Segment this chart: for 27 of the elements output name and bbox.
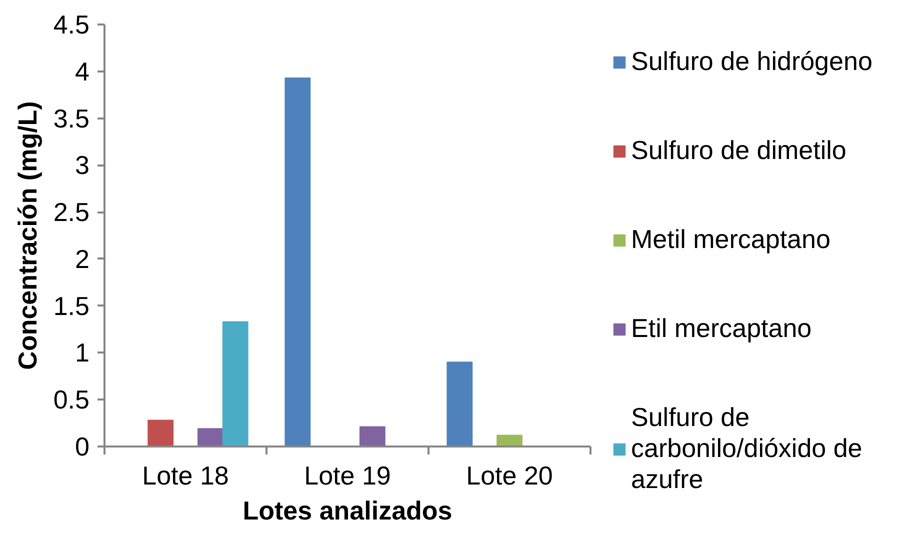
y-tick-label: 0.5	[53, 384, 90, 415]
bar	[359, 426, 386, 446]
y-tick-label: 0	[75, 432, 90, 462]
x-tick-label: Lote 20	[466, 460, 553, 490]
legend-label: Sulfuro de hidrógeno	[631, 46, 872, 77]
bar	[446, 362, 473, 446]
bar	[496, 434, 522, 446]
y-tick-label: 1	[75, 338, 90, 368]
bar	[148, 420, 174, 446]
x-tick-label: Lote 19	[304, 460, 391, 490]
y-tick-label: 3.5	[53, 103, 90, 134]
y-axis-title: Concentración (mg/L)	[12, 101, 42, 370]
bar	[197, 428, 224, 446]
legend-label: Sulfuro de carbonilo/dióxido de azufre	[631, 402, 862, 495]
y-tick-label: 2	[75, 244, 90, 274]
y-tick-label: 3	[75, 150, 90, 180]
bar	[222, 321, 248, 446]
x-axis-title: Lotes analizados	[242, 496, 452, 526]
y-tick-label: 4	[75, 56, 90, 86]
legend-label: Etil mercaptano	[631, 313, 812, 344]
legend-label: Sulfuro de dimetilo	[631, 135, 846, 166]
legend-label: Metil mercaptano	[631, 224, 830, 255]
y-tick-label: 4.5	[53, 10, 90, 40]
y-tick-label: 2.5	[53, 197, 90, 228]
x-tick-label: Lote 18	[142, 460, 229, 490]
bar	[284, 77, 311, 446]
y-tick-label: 1.5	[53, 290, 90, 321]
